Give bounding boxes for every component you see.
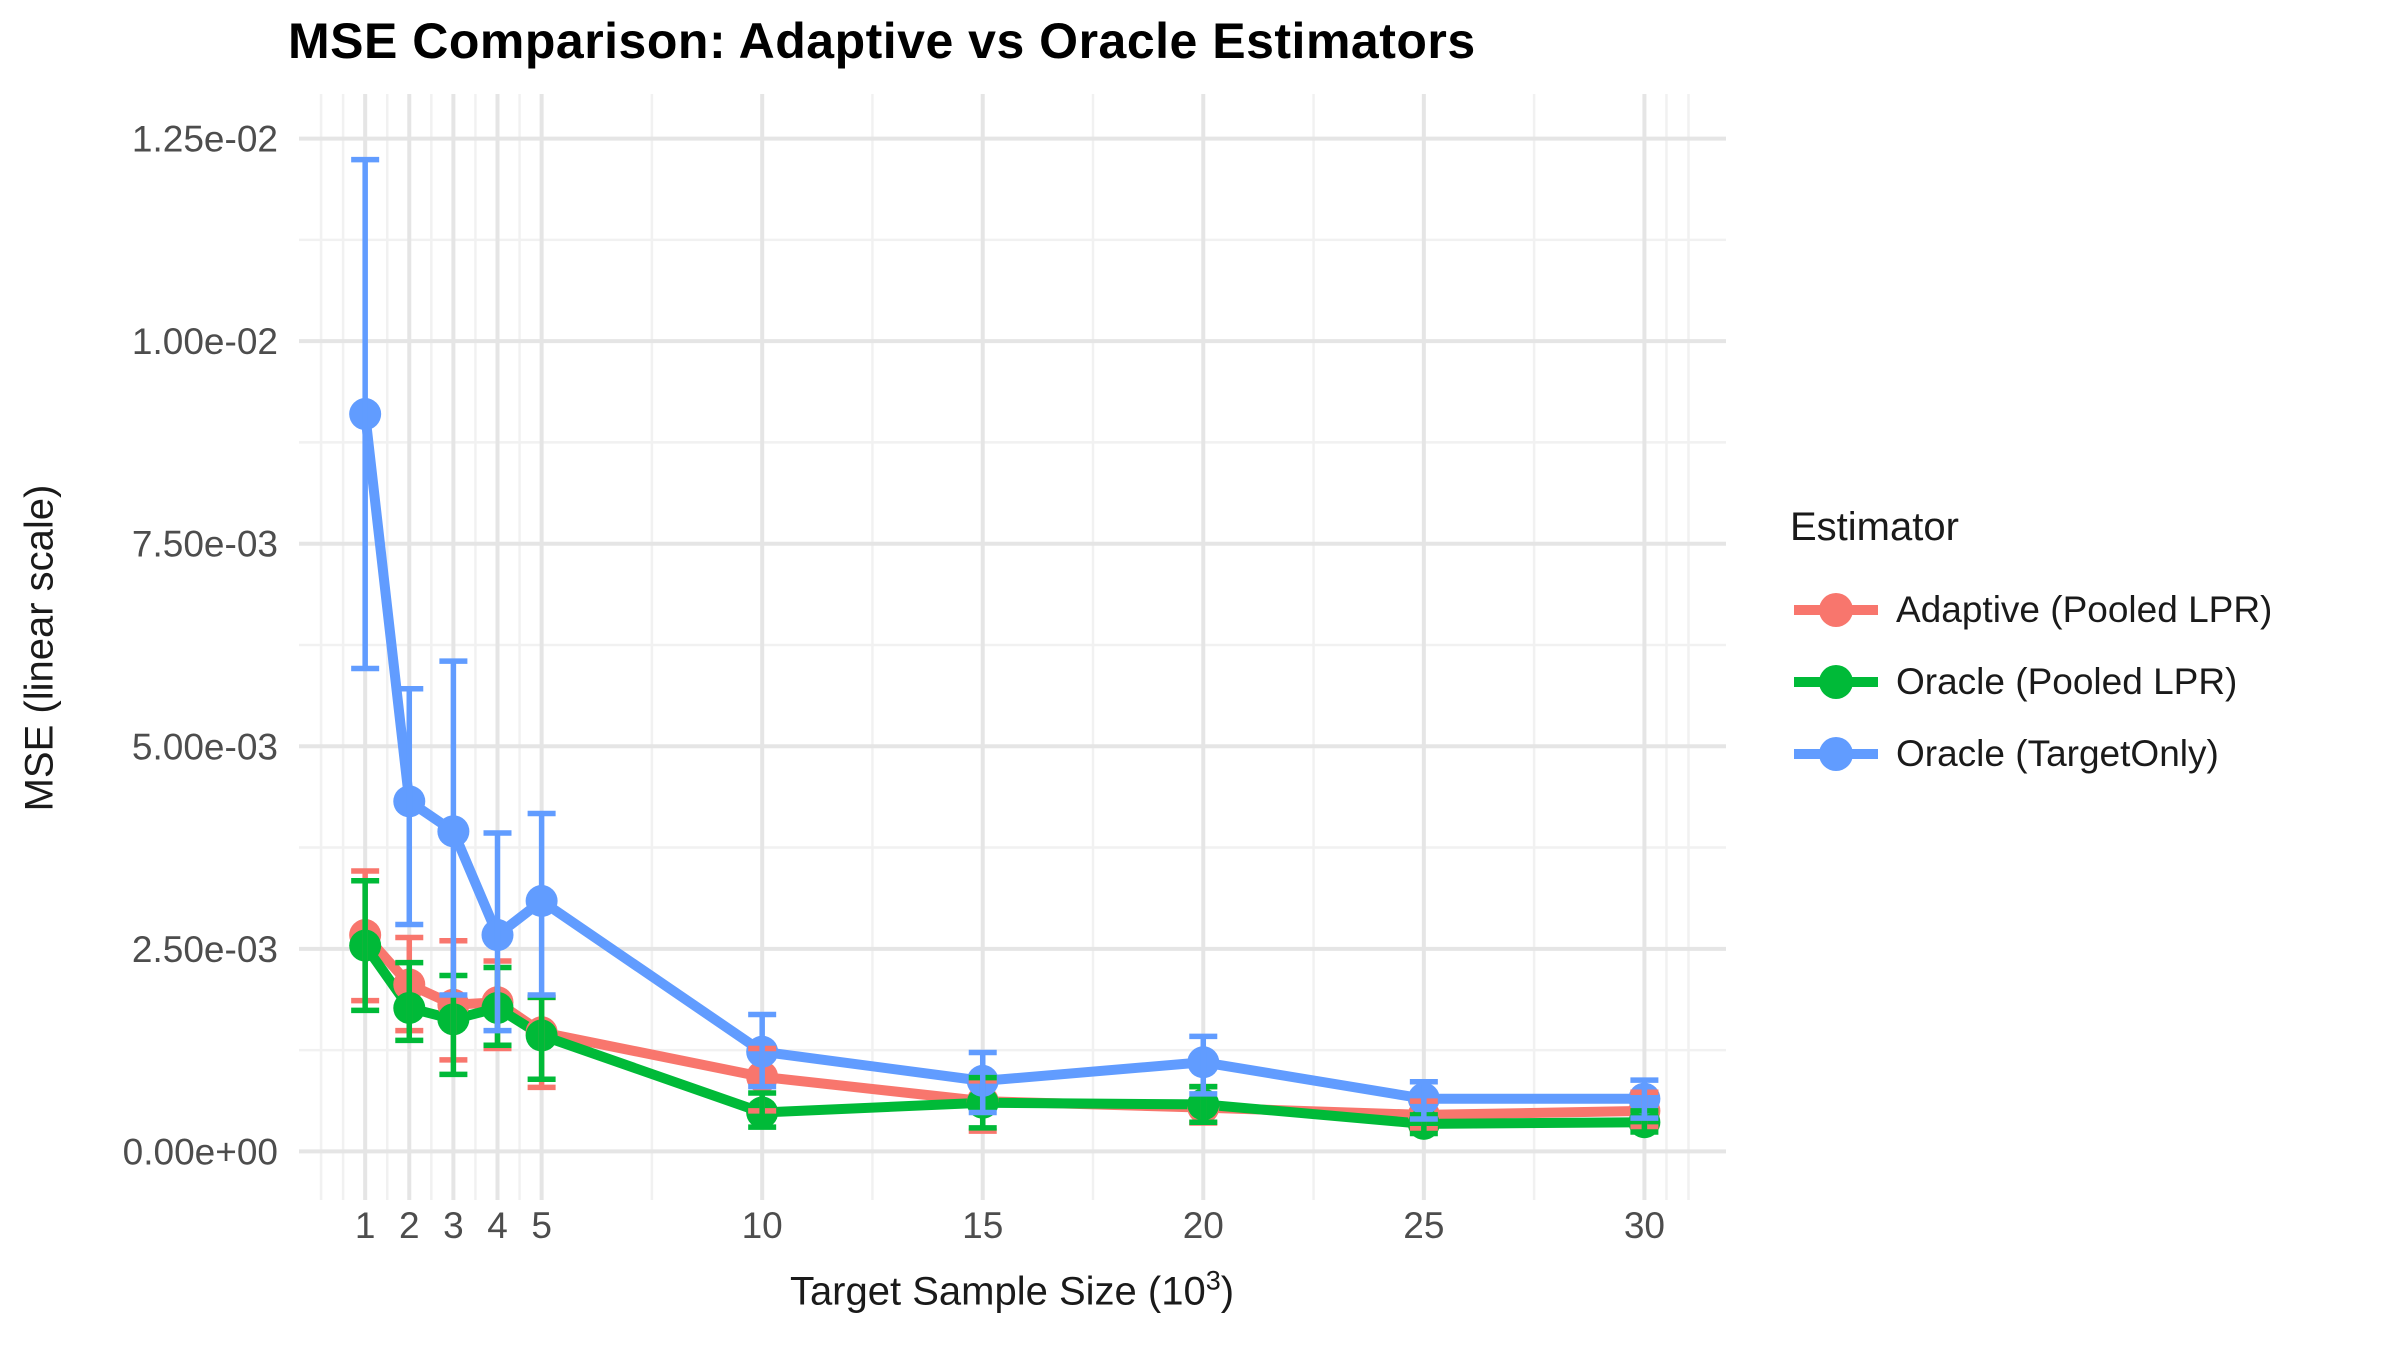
x-tick-label: 4 (487, 1205, 508, 1246)
series-line-oracle-pooled-lpr (360, 940, 1650, 1129)
legend-key-icon (1794, 737, 1878, 771)
y-tick-label: 1.00e-02 (132, 321, 278, 362)
x-tick-label: 15 (962, 1205, 1003, 1246)
chart-title: MSE Comparison: Adaptive vs Oracle Estim… (288, 13, 1476, 69)
legend-item-label: Oracle (Pooled LPR) (1896, 661, 2238, 702)
legend-item-oracle-pooled-lpr: Oracle (Pooled LPR) (1790, 658, 2272, 706)
series-line-adaptive-pooled-lpr (360, 930, 1650, 1120)
x-axis-title: Target Sample Size (103) (789, 1266, 1235, 1315)
x-axis-title-suffix: ) (1220, 1269, 1235, 1314)
y-tick-label: 2.50e-03 (132, 929, 278, 970)
y-tick-label: 1.25e-02 (132, 119, 278, 160)
x-tick-label: 20 (1183, 1205, 1224, 1246)
y-tick-label: 5.00e-03 (132, 726, 278, 767)
x-tick-label: 5 (531, 1205, 552, 1246)
y-tick-label: 0.00e+00 (123, 1131, 278, 1172)
x-tick-label: 10 (742, 1205, 783, 1246)
legend-key-icon (1794, 665, 1878, 699)
x-tick-label: 3 (443, 1205, 464, 1246)
y-axis-title: MSE (linear scale) (17, 484, 62, 812)
series-line-oracle-targetonly (360, 409, 1650, 1104)
x-tick-label: 25 (1403, 1205, 1444, 1246)
x-tick-label: 30 (1624, 1205, 1665, 1246)
legend-item-label: Adaptive (Pooled LPR) (1896, 589, 2273, 630)
legend-item-oracle-targetonly: Oracle (TargetOnly) (1790, 730, 2272, 778)
legend: Estimator Adaptive (Pooled LPR) Oracle (P… (1790, 505, 2272, 778)
legend-title: Estimator (1790, 505, 1959, 549)
legend-key-icon (1794, 593, 1878, 627)
legend-items: Adaptive (Pooled LPR) Oracle (Pooled LPR)… (1790, 586, 2272, 778)
x-tick-label: 1 (355, 1205, 376, 1246)
x-axis-title-text: Target Sample Size (10 (789, 1269, 1206, 1314)
x-tick-label: 2 (399, 1205, 420, 1246)
legend-item-adaptive-pooled-lpr: Adaptive (Pooled LPR) (1790, 586, 2272, 634)
y-tick-label: 7.50e-03 (132, 524, 278, 565)
x-axis-title-exponent: 3 (1205, 1265, 1221, 1296)
legend-item-label: Oracle (TargetOnly) (1896, 733, 2219, 774)
